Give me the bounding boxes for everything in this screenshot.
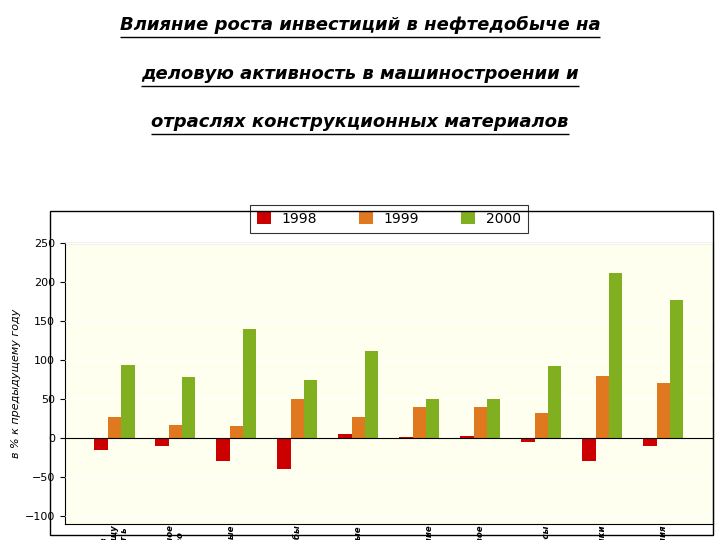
Bar <box>521 438 534 442</box>
Bar <box>243 329 256 438</box>
Bar <box>168 425 182 438</box>
Bar <box>413 407 426 438</box>
Text: отраслях конструкционных материалов: отраслях конструкционных материалов <box>151 113 569 131</box>
Bar <box>548 366 562 438</box>
Bar <box>216 438 230 461</box>
Bar <box>582 438 595 461</box>
Y-axis label: в % к предыдущему году: в % к предыдущему году <box>11 309 21 458</box>
Bar <box>108 417 121 438</box>
Bar <box>474 407 487 438</box>
Bar <box>595 376 609 438</box>
Bar <box>94 438 108 450</box>
Text: Влияние роста инвестиций в нефтедобыче на: Влияние роста инвестиций в нефтедобыче н… <box>120 16 600 35</box>
Bar <box>351 417 365 438</box>
Bar <box>609 273 622 438</box>
Bar <box>487 399 500 438</box>
Bar <box>643 438 657 446</box>
Bar <box>534 413 548 438</box>
Bar <box>657 383 670 438</box>
Bar <box>291 399 304 438</box>
Bar <box>121 366 135 438</box>
Text: деловую активность в машиностроении и: деловую активность в машиностроении и <box>141 65 579 83</box>
Bar <box>277 438 291 469</box>
Bar <box>365 350 379 438</box>
Bar <box>156 438 168 446</box>
Legend: 1998, 1999, 2000: 1998, 1999, 2000 <box>250 205 528 233</box>
Bar <box>399 437 413 438</box>
Bar <box>426 399 439 438</box>
Bar <box>670 300 683 438</box>
Bar <box>230 426 243 438</box>
Bar <box>182 377 196 438</box>
Bar <box>338 434 351 438</box>
Bar <box>304 380 318 438</box>
Bar <box>460 436 474 438</box>
